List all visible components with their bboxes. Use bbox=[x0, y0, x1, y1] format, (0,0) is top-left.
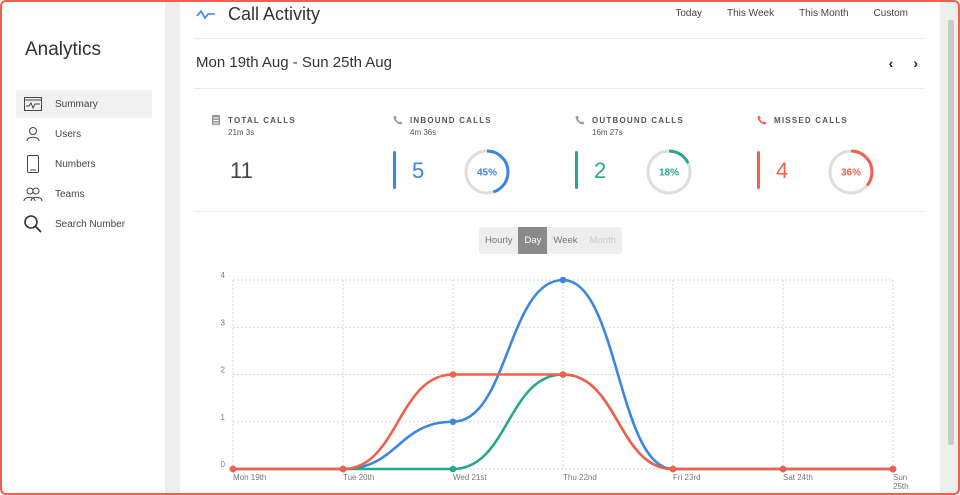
donut-arc bbox=[464, 149, 510, 195]
sidebar-item-search-number[interactable]: Search Number bbox=[16, 210, 152, 238]
data-point bbox=[889, 465, 897, 473]
tab-this-week[interactable]: This Week bbox=[727, 8, 775, 19]
data-point bbox=[339, 465, 347, 473]
stat-label: INBOUND CALLS bbox=[393, 115, 563, 125]
phone-icon bbox=[575, 115, 585, 125]
x-tick-label: Fri 23rd bbox=[673, 473, 701, 482]
y-tick-label: 1 bbox=[221, 413, 226, 422]
user-icon bbox=[23, 124, 43, 144]
granularity-month: Month bbox=[589, 235, 616, 246]
stat-duration: 21m 3s bbox=[228, 128, 255, 137]
stat-value: 4 bbox=[776, 158, 789, 183]
data-point bbox=[449, 418, 457, 426]
y-tick-label: 0 bbox=[221, 460, 226, 469]
stat-inbound-calls: INBOUND CALLS 4m 36s 5 45% bbox=[393, 115, 563, 201]
scrollbar-thumb[interactable] bbox=[948, 20, 954, 445]
stat-value: 5 bbox=[412, 158, 425, 183]
data-point bbox=[559, 371, 567, 378]
x-tick-label: Sun 25th bbox=[893, 473, 909, 491]
tab-custom[interactable]: Custom bbox=[873, 8, 908, 19]
next-period-button[interactable]: › bbox=[913, 55, 918, 71]
tab-today[interactable]: Today bbox=[675, 8, 703, 19]
stat-color-bar bbox=[575, 151, 578, 189]
sidebar: Analytics Summary Users Numbers Teams bbox=[2, 2, 165, 493]
sidebar-item-label: Search Number bbox=[55, 218, 126, 230]
inbound-percent-donut: 45% bbox=[464, 149, 510, 195]
app-title: Analytics bbox=[25, 39, 102, 60]
x-tick-label: Mon 19th bbox=[233, 473, 266, 482]
sidebar-item-numbers[interactable]: Numbers bbox=[16, 150, 152, 178]
stat-label: TOTAL CALLS bbox=[211, 115, 381, 125]
tab-this-month[interactable]: This Month bbox=[799, 8, 849, 19]
x-tick-label: Wed 21st bbox=[453, 473, 487, 482]
period-navigation: ‹ › bbox=[889, 55, 918, 71]
sidebar-item-label: Teams bbox=[55, 188, 85, 200]
phone-missed-icon bbox=[757, 115, 767, 125]
call-activity-chart: 0 1 2 3 4 Mon 19th Tue 20th Wed 21st Thu 22nd Fri… bbox=[221, 271, 909, 491]
donut-percent-label: 36% bbox=[841, 168, 861, 179]
donut-arc bbox=[828, 149, 874, 195]
stat-duration: 4m 36s bbox=[410, 128, 437, 137]
stat-color-bar bbox=[393, 151, 396, 189]
stat-total-calls: TOTAL CALLS 21m 3s 11 bbox=[211, 115, 381, 201]
divider bbox=[194, 211, 924, 212]
x-tick-label: Thu 22nd bbox=[563, 473, 597, 482]
donut-percent-label: 18% bbox=[659, 168, 679, 179]
date-range: Mon 19th Aug - Sun 25th Aug bbox=[196, 54, 392, 71]
call-activity-card: Call Activity Today This Week This Month… bbox=[180, 0, 940, 495]
granularity-toggle: Hourly Day Week Month bbox=[479, 227, 622, 254]
sidebar-nav: Summary Users Numbers Teams Search Numbe… bbox=[16, 90, 152, 240]
sidebar-item-label: Numbers bbox=[55, 158, 96, 170]
granularity-week[interactable]: Week bbox=[553, 235, 578, 246]
sidebar-item-summary[interactable]: Summary bbox=[16, 90, 152, 118]
stat-missed-calls: MISSED CALLS 4 36% bbox=[757, 115, 927, 201]
data-point bbox=[229, 465, 237, 473]
page-title: Call Activity bbox=[228, 4, 321, 24]
divider bbox=[194, 38, 924, 39]
stat-label: MISSED CALLS bbox=[757, 115, 927, 125]
stat-outbound-calls: OUTBOUND CALLS 16m 27s 2 18% bbox=[575, 115, 745, 201]
y-tick-label: 4 bbox=[221, 271, 226, 280]
scrollbar[interactable] bbox=[946, 20, 956, 465]
data-point bbox=[449, 371, 457, 378]
donut-percent-label: 45% bbox=[477, 168, 497, 179]
sidebar-item-teams[interactable]: Teams bbox=[16, 180, 152, 208]
summary-icon bbox=[23, 94, 43, 114]
data-point bbox=[449, 465, 457, 473]
sidebar-item-label: Summary bbox=[55, 98, 98, 110]
previous-period-button[interactable]: ‹ bbox=[888, 55, 894, 71]
divider bbox=[194, 88, 924, 89]
x-tick-label-line: 25th bbox=[893, 482, 909, 491]
stat-label: OUTBOUND CALLS bbox=[575, 115, 745, 125]
granularity-day[interactable]: Day bbox=[518, 227, 548, 254]
stat-value: 2 bbox=[594, 158, 607, 183]
granularity-hourly[interactable]: Hourly bbox=[485, 235, 513, 246]
stat-value: 11 bbox=[230, 158, 253, 183]
range-tabs: Today This Week This Month Custom bbox=[650, 8, 908, 19]
phone-icon bbox=[393, 115, 403, 125]
document-icon bbox=[211, 115, 221, 125]
search-icon bbox=[23, 214, 43, 234]
data-point bbox=[669, 465, 677, 473]
y-tick-label: 2 bbox=[221, 366, 226, 375]
card-header: Call Activity bbox=[196, 4, 320, 25]
stat-color-bar bbox=[757, 151, 760, 189]
outbound-percent-donut: 18% bbox=[646, 149, 692, 195]
sidebar-item-users[interactable]: Users bbox=[16, 120, 152, 148]
team-icon bbox=[23, 184, 43, 204]
phone-icon bbox=[23, 154, 43, 174]
sidebar-item-label: Users bbox=[55, 128, 82, 140]
activity-icon bbox=[196, 9, 215, 19]
donut-arc bbox=[646, 149, 692, 195]
stat-duration: 16m 27s bbox=[592, 128, 623, 137]
data-point bbox=[779, 465, 787, 473]
data-point bbox=[559, 276, 567, 284]
x-tick-label: Sat 24th bbox=[783, 473, 813, 482]
x-tick-label: Tue 20th bbox=[343, 473, 374, 482]
missed-percent-donut: 36% bbox=[828, 149, 874, 195]
y-tick-label: 3 bbox=[221, 318, 226, 327]
x-tick-label-line: Sun bbox=[893, 473, 907, 482]
